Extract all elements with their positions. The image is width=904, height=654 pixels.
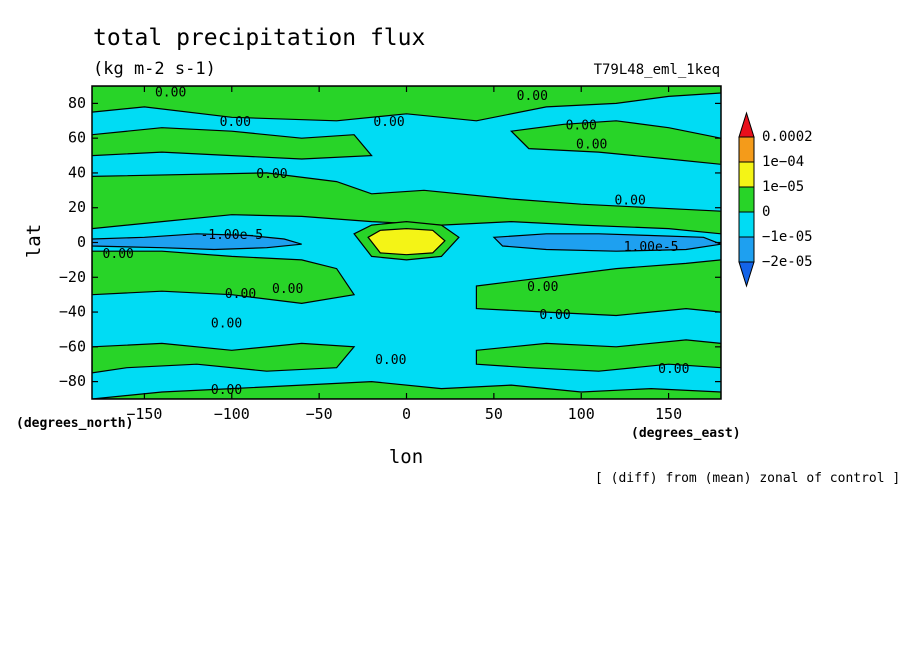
- contour-region-11: [367, 227, 446, 256]
- colorbar-label-5: −1e-05: [762, 229, 813, 245]
- x-tick-label--100: −100: [214, 405, 250, 423]
- chart-title: total precipitation flux: [93, 25, 425, 51]
- contour-region-1: [92, 172, 721, 235]
- colorbar-box-1: [738, 136, 755, 163]
- colorbar-label-1: 0.0002: [762, 129, 813, 145]
- x-tick-label--50: −50: [306, 405, 333, 423]
- contour-label-12: 0.00: [225, 287, 256, 302]
- y-tick-label--80: −80: [59, 372, 86, 390]
- x-tick-label--150: −150: [126, 405, 162, 423]
- diff-note: [ (diff) from (mean) zonal of control ]: [595, 471, 900, 486]
- contour-label-15: 0.00: [539, 308, 570, 323]
- colorbar-box-4: [738, 211, 755, 238]
- contour-label-17: 0.00: [375, 353, 406, 368]
- contour-region-8: [92, 342, 356, 374]
- y-tick-label-0: 0: [77, 233, 86, 251]
- x-tick-label-0: 0: [402, 405, 411, 423]
- contour-label-13: 0.00: [272, 282, 303, 297]
- colorbar-box-2: [738, 161, 755, 188]
- contour-regions: 0.00 0.00 0.00 0.00 0.00 0.00 0.00 0.00 -1.00e-5…: [92, 85, 721, 399]
- colorbar-label-4: 0: [762, 204, 770, 220]
- contour-region-2: [92, 250, 356, 305]
- colorbar-triangle-top: [738, 111, 755, 138]
- y-tick-label-40: 40: [68, 163, 86, 181]
- contour-label-5: 0.00: [566, 118, 597, 133]
- x-axis-label: lon: [389, 446, 423, 468]
- y-unit-label: (degrees_north): [16, 416, 133, 431]
- contour-label-1: 0.00: [155, 85, 186, 100]
- contour-label-11: 0.00: [103, 247, 134, 262]
- contour-label-4: 0.00: [373, 115, 404, 130]
- y-axis-label: lat: [23, 224, 45, 258]
- colorbar-box-5: [738, 236, 755, 263]
- x-tick-label-150: 150: [655, 405, 682, 423]
- contour-map: 0.00 0.00 0.00 0.00 0.00 0.00 0.00 0.00 -1.00e-5…: [91, 85, 722, 400]
- contour-region-6: [510, 120, 721, 165]
- x-axis-ticks: −150 −100 −50 0 50 100 150: [126, 86, 682, 423]
- y-tick-label-80: 80: [68, 94, 86, 112]
- contour-label-9: -1.00e-5: [200, 228, 263, 243]
- y-tick-label-20: 20: [68, 198, 86, 216]
- colorbar-box-3: [738, 186, 755, 213]
- contour-label-10: 1.00e-5: [624, 240, 679, 255]
- contour-label-3: 0.00: [220, 115, 251, 130]
- contour-region-12: [92, 233, 302, 251]
- contour-region-7: [92, 380, 721, 399]
- y-axis-ticks: 80 60 40 20 0 −20 −40 −60 −80: [59, 94, 721, 390]
- contour-region-3: [475, 259, 721, 317]
- contour-label-6: 0.00: [576, 138, 607, 153]
- contour-label-7: 0.00: [256, 167, 287, 182]
- run-label: T79L48_eml_1keq: [594, 62, 720, 78]
- contour-label-18: 0.00: [658, 362, 689, 377]
- colorbar-label-3: 1e−05: [762, 179, 804, 195]
- contour-region-5: [92, 127, 373, 160]
- y-tick-label--40: −40: [59, 303, 86, 321]
- contour-label-19: 0.00: [211, 383, 242, 398]
- contour-label-16: 0.00: [211, 317, 242, 332]
- x-unit-label: (degrees_east): [631, 426, 741, 441]
- contour-region-13: [492, 233, 721, 252]
- y-tick-label-60: 60: [68, 129, 86, 147]
- contour-label-8: 0.00: [614, 193, 645, 208]
- chart-units: (kg m-2 s-1): [93, 59, 216, 79]
- colorbar-legend: 0.0002 1e−04 1e−05 0 −1e-05 −2e-05: [738, 111, 813, 288]
- colorbar-triangle-bottom: [738, 261, 755, 288]
- x-tick-label-100: 100: [568, 405, 595, 423]
- colorbar-label-2: 1e−04: [762, 154, 804, 170]
- x-tick-label-50: 50: [485, 405, 503, 423]
- contour-region-4: [92, 86, 721, 122]
- contour-region-9: [475, 339, 721, 372]
- y-tick-label--60: −60: [59, 337, 86, 355]
- contour-label-2: 0.00: [517, 89, 548, 104]
- y-tick-label--20: −20: [59, 268, 86, 286]
- contour-label-14: 0.00: [527, 280, 558, 295]
- colorbar-label-6: −2e-05: [762, 254, 813, 270]
